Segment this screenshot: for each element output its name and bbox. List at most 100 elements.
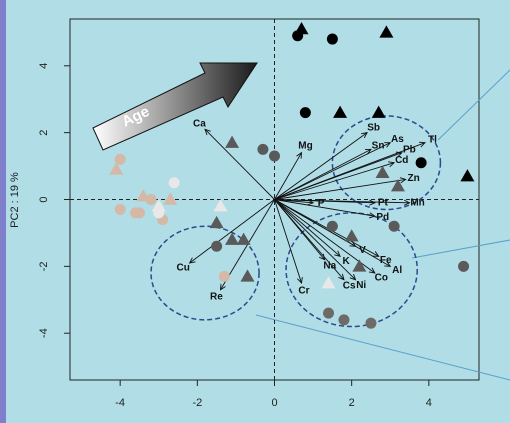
leader-line-top (437, 69, 510, 141)
cluster-circles (150, 115, 442, 328)
loading-label: Na (323, 260, 336, 271)
score-point-triangle (163, 192, 178, 205)
x-tick-label: 4 (426, 397, 432, 409)
loading-label: Pt (378, 198, 389, 209)
score-point-circle (114, 204, 126, 216)
score-point-circle (211, 240, 223, 252)
y-tick-label: 4 (38, 63, 50, 69)
loading-arrowhead (338, 273, 345, 281)
score-point-triangle (321, 276, 336, 289)
loading-label: Al (392, 265, 402, 276)
score-point-triangle (333, 105, 348, 118)
score-point-circle (458, 260, 470, 272)
score-point-circle (326, 33, 338, 45)
score-point-circle (133, 207, 145, 219)
loading-arrowhead (349, 273, 357, 281)
loading-label: Cr (298, 285, 309, 296)
loading-label: As (391, 134, 404, 145)
loading-arrow-al (274, 199, 391, 267)
score-point-circle (168, 177, 180, 189)
loading-arrow-zn (274, 178, 406, 200)
cluster-circle (331, 115, 442, 211)
x-tick-label: -4 (115, 397, 125, 409)
loading-arrow-cs (274, 199, 345, 281)
score-point-triangle (344, 229, 359, 242)
loading-arrows: CaMgSbSnAsTlPbCdZnPPtMnPdNaKVFeAlCoNiCsC… (177, 118, 438, 302)
loading-label: Mn (410, 198, 424, 209)
loading-label: Ni (356, 280, 366, 291)
loading-arrowhead (384, 261, 392, 267)
loading-label: Tl (428, 134, 437, 145)
loading-arrow-ca (204, 128, 275, 200)
axis-ticks: -4 -2 0 2 4 -4 -2 0 2 4 (38, 63, 432, 409)
loading-arrowhead (364, 148, 372, 155)
score-point-triangle (213, 199, 228, 212)
loading-arrowhead (296, 151, 303, 159)
score-point-circle (257, 143, 269, 155)
loading-arrowhead (368, 267, 376, 274)
score-point-triangle (375, 165, 390, 179)
x-tick-label: 2 (349, 397, 355, 409)
loading-arrow-cr (274, 199, 302, 284)
loading-arrowhead (188, 257, 196, 264)
loading-label: K (343, 256, 351, 267)
score-point-circle (269, 150, 280, 162)
y-tick-label: 0 (38, 196, 50, 202)
loading-label: Fe (380, 255, 392, 266)
score-point-triangle (225, 232, 240, 245)
loading-label: Cs (343, 280, 356, 291)
loading-arrow-mn (274, 199, 410, 204)
score-point-circle (415, 157, 427, 169)
score-point-triangle (460, 169, 475, 182)
loading-arrowhead (388, 161, 396, 168)
loading-label: Co (375, 272, 388, 283)
score-point-circle (338, 314, 350, 326)
age-arrow-shape (92, 62, 258, 151)
score-point-circle (323, 307, 335, 319)
score-point-circle (326, 220, 338, 232)
y-tick-label: -4 (38, 328, 50, 338)
loading-arrowhead (204, 128, 211, 136)
loading-label: Pb (403, 145, 416, 156)
score-point-circle (153, 207, 165, 219)
loading-label: Sn (372, 140, 385, 151)
loading-arrowhead (361, 132, 368, 139)
score-point-circle (114, 153, 126, 165)
loading-arrowhead (219, 283, 226, 291)
loading-arrowhead (372, 251, 380, 257)
loading-arrowhead (369, 199, 376, 206)
score-point-circle (299, 107, 311, 119)
score-point-triangle (352, 259, 367, 272)
loading-label: Ca (193, 118, 206, 129)
loading-arrow-pd (274, 199, 375, 217)
score-point-triangle (109, 162, 124, 175)
loading-arrowhead (334, 250, 341, 258)
leader-line-bottom (255, 314, 510, 381)
loading-label: Sb (367, 123, 380, 134)
loading-arrow-sb (274, 132, 368, 200)
loading-arrow-co (274, 199, 376, 274)
loading-arrow-cu (189, 199, 275, 264)
score-point-triangle (209, 215, 224, 229)
score-point-triangle (371, 105, 386, 118)
cluster-circle (150, 225, 260, 321)
loading-label: Zn (407, 173, 419, 184)
score-point-triangle (390, 179, 405, 192)
loading-arrowhead (403, 199, 411, 206)
score-point-circle (388, 220, 400, 232)
loading-label: Re (210, 291, 223, 302)
score-point-circle (365, 317, 377, 329)
loading-label: Cu (177, 262, 190, 273)
loading-label: Mg (298, 140, 312, 151)
loading-arrowhead (418, 141, 426, 148)
loading-label: P (318, 198, 325, 209)
loading-arrowhead (384, 142, 392, 148)
y-axis-label: PC2 : 19 % (9, 172, 21, 228)
score-point-circle (145, 194, 157, 205)
loading-label: Pd (376, 212, 389, 223)
score-point-triangle (225, 135, 240, 148)
loading-arrowhead (297, 277, 303, 285)
loading-arrow-as (274, 142, 391, 200)
loading-arrow-fe (274, 199, 379, 257)
